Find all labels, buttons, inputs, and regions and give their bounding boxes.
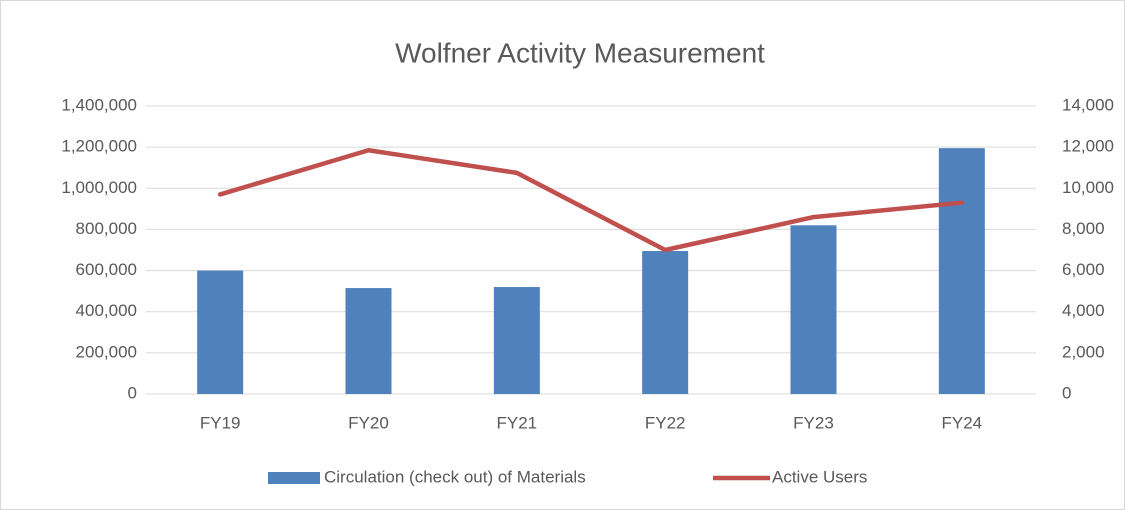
y2-tick-label: 0	[1062, 383, 1071, 402]
y-tick-label: 1,200,000	[61, 137, 137, 156]
y2-tick-label: 10,000	[1062, 178, 1114, 197]
x-tick-label: FY21	[497, 413, 538, 432]
y-tick-label: 400,000	[76, 301, 137, 320]
bar	[345, 288, 392, 394]
bar	[493, 287, 540, 394]
y2-tick-label: 12,000	[1062, 137, 1114, 156]
legend-label: Active Users	[772, 467, 867, 486]
y2-tick-label: 14,000	[1062, 95, 1114, 114]
legend-label: Circulation (check out) of Materials	[324, 467, 586, 486]
y2-tick-label: 2,000	[1062, 342, 1105, 361]
y-tick-label: 1,000,000	[61, 178, 137, 197]
bar	[642, 251, 689, 394]
chart-title: Wolfner Activity Measurement	[395, 37, 765, 68]
y-tick-label: 1,400,000	[61, 95, 137, 114]
x-tick-label: FY19	[200, 413, 241, 432]
bar	[938, 148, 985, 394]
line	[217, 147, 965, 253]
legend-swatch	[268, 472, 320, 484]
y2-tick-label: 4,000	[1062, 301, 1105, 320]
y-tick-label: 0	[128, 383, 137, 402]
x-tick-label: FY20	[348, 413, 389, 432]
x-tick-label: FY23	[793, 413, 834, 432]
y2-tick-label: 8,000	[1062, 219, 1105, 238]
x-tick-label: FY22	[645, 413, 686, 432]
y-tick-label: 200,000	[76, 342, 137, 361]
y-tick-label: 800,000	[76, 219, 137, 238]
y2-tick-label: 6,000	[1062, 260, 1105, 279]
bar	[790, 225, 837, 394]
bar	[197, 270, 244, 394]
y-tick-label: 600,000	[76, 260, 137, 279]
x-tick-label: FY24	[942, 413, 983, 432]
